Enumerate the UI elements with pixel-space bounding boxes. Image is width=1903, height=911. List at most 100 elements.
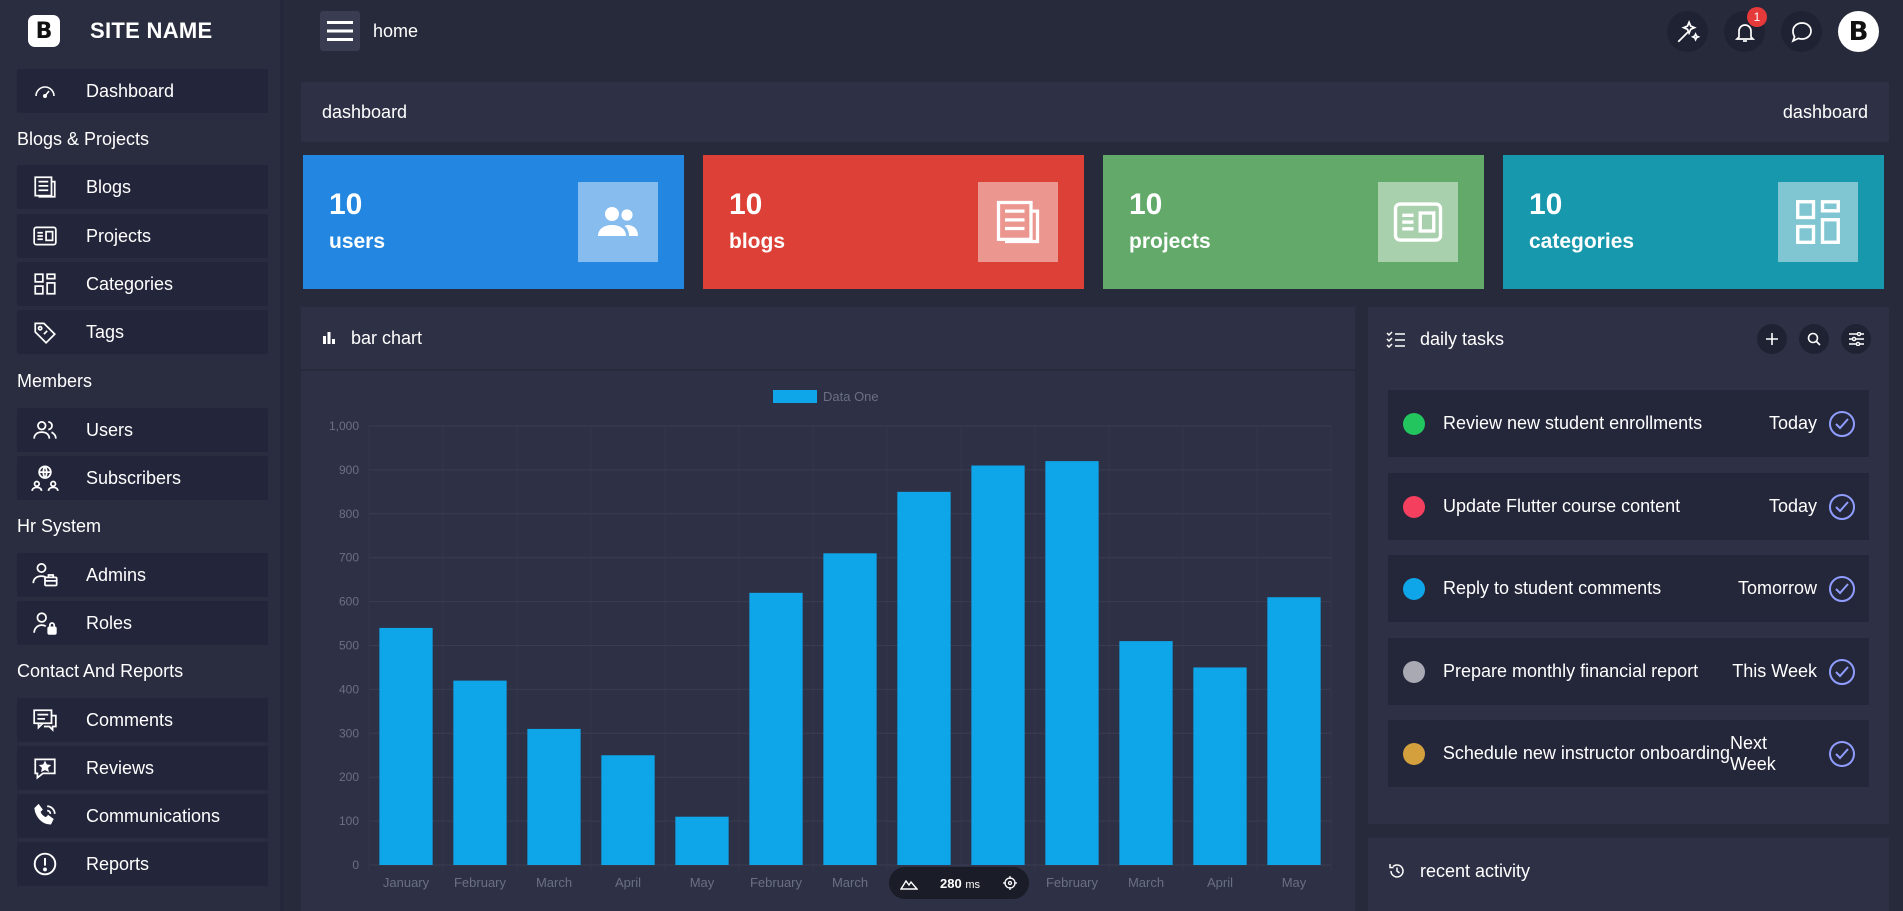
user-lock-icon: [31, 609, 59, 637]
filter-task-button[interactable]: [1841, 324, 1871, 354]
sidebar-item-roles[interactable]: Roles: [17, 601, 268, 645]
chart-bar: [971, 465, 1025, 865]
task-status-dot: [1403, 495, 1425, 518]
sidebar-item-reviews[interactable]: Reviews: [17, 746, 268, 790]
task-item[interactable]: Review new student enrollments Today: [1388, 390, 1869, 457]
sidebar-item-label: Tags: [86, 321, 125, 342]
stat-value: 10: [329, 188, 363, 221]
bar-chart-panel: bar chart 0 100 200 300 400 500 600 700 800 900 1,…: [301, 307, 1355, 911]
chart-bar: [675, 816, 729, 865]
mountain-icon: [900, 876, 918, 890]
sidebar-item-categories[interactable]: Categories: [17, 262, 268, 306]
panel-title: bar chart: [351, 327, 423, 348]
chart-bar: [1045, 461, 1099, 865]
page-title-bar: dashboard dashboard: [301, 82, 1889, 142]
task-text: Prepare monthly financial report: [1443, 661, 1699, 681]
history-icon: [1388, 862, 1406, 880]
stat-value: 10: [1129, 188, 1163, 221]
sidebar-item-users[interactable]: Users: [17, 408, 268, 452]
projects-icon: [1378, 182, 1458, 262]
task-text: Schedule new instructor onboarding: [1442, 743, 1731, 763]
sidebar-item-communications[interactable]: Communications: [17, 794, 268, 838]
sidebar: B SITE NAME Dashboard Blogs & Projects B…: [0, 0, 284, 911]
menu-toggle-button[interactable]: [320, 11, 360, 51]
stat-card-users[interactable]: 10 users: [303, 155, 684, 289]
check-circle-icon[interactable]: [1829, 740, 1855, 767]
stat-card-categories[interactable]: 10 categories: [1503, 155, 1884, 289]
y-tick-label: 500: [339, 639, 359, 653]
x-tick-label: January: [383, 875, 430, 890]
newspaper-icon: [31, 173, 59, 201]
panel-title: daily tasks: [1420, 328, 1505, 349]
breadcrumb-home[interactable]: home: [373, 20, 419, 41]
check-circle-icon[interactable]: [1829, 410, 1855, 437]
y-tick-label: 600: [339, 595, 359, 609]
search-task-button[interactable]: [1799, 324, 1829, 354]
sidebar-item-label: Communications: [86, 805, 221, 826]
performance-widget[interactable]: 280 ms: [889, 867, 1029, 899]
top-bar: home 1 B: [300, 0, 1903, 62]
sidebar-item-reports[interactable]: Reports: [17, 842, 268, 886]
search-icon: [1807, 332, 1821, 346]
sidebar-item-label: Reports: [86, 853, 150, 874]
x-tick-label: February: [750, 875, 803, 890]
task-item[interactable]: Update Flutter course content Today: [1388, 473, 1869, 540]
notification-badge: 1: [1747, 7, 1767, 27]
panel-header: bar chart: [301, 307, 1355, 371]
notifications-button[interactable]: 1: [1724, 7, 1767, 52]
stat-card-blogs[interactable]: 10 blogs: [703, 155, 1084, 289]
bar-chart: 0 100 200 300 400 500 600 700 800 900 1,000 January…: [329, 389, 1332, 890]
theme-button[interactable]: [1667, 11, 1708, 52]
perf-unit: ms: [965, 878, 980, 891]
sidebar-item-projects[interactable]: Projects: [17, 214, 268, 258]
sidebar-section-contact-reports: Contact And Reports: [17, 661, 184, 681]
chat-bubble-icon: [1790, 20, 1814, 44]
task-item[interactable]: Prepare monthly financial report This We…: [1388, 638, 1869, 705]
users-icon: [578, 182, 658, 262]
page-title: dashboard: [322, 101, 408, 122]
sidebar-item-label: Users: [86, 419, 134, 440]
sidebar-section-members: Members: [17, 371, 93, 391]
task-item[interactable]: Reply to student comments Tomorrow: [1388, 555, 1869, 622]
check-circle-icon[interactable]: [1829, 658, 1855, 685]
chart-bar: [1193, 667, 1247, 865]
brand[interactable]: B SITE NAME: [0, 0, 280, 62]
check-circle-icon[interactable]: [1829, 575, 1855, 602]
sidebar-item-tags[interactable]: Tags: [17, 310, 268, 354]
sidebar-item-dashboard[interactable]: Dashboard: [17, 69, 268, 113]
chart-bar: [453, 680, 507, 865]
check-circle-icon[interactable]: [1829, 493, 1855, 520]
messages-button[interactable]: [1781, 11, 1822, 52]
x-tick-label: February: [454, 875, 507, 890]
task-due: Today: [1768, 413, 1817, 433]
sidebar-item-label: Subscribers: [86, 467, 182, 488]
categories-icon: [1778, 182, 1858, 262]
sidebar-item-subscribers[interactable]: Subscribers: [17, 456, 268, 500]
alert-circle-icon: [31, 850, 59, 878]
review-star-icon: [31, 754, 59, 782]
sidebar-item-comments[interactable]: Comments: [17, 698, 268, 742]
sidebar-section-hr-system: Hr System: [17, 516, 102, 536]
newspaper-icon: [978, 182, 1058, 262]
sidebar-item-blogs[interactable]: Blogs: [17, 165, 268, 209]
chart-bar: [1119, 641, 1173, 865]
x-tick-label: May: [690, 875, 715, 890]
add-task-button[interactable]: [1757, 324, 1787, 354]
user-avatar[interactable]: B: [1838, 11, 1879, 52]
task-status-dot: [1403, 577, 1425, 600]
projects-icon: [31, 222, 59, 250]
task-text: Review new student enrollments: [1443, 413, 1703, 433]
y-tick-label: 800: [339, 507, 359, 521]
task-item[interactable]: Schedule new instructor onboarding Next …: [1388, 720, 1869, 787]
breadcrumb-current[interactable]: dashboard: [1782, 101, 1868, 122]
stat-label: projects: [1129, 230, 1211, 253]
stat-label: blogs: [729, 230, 785, 253]
sidebar-section-blogs-projects: Blogs & Projects: [17, 129, 150, 149]
task-due: Today: [1768, 496, 1817, 516]
sidebar-item-admins[interactable]: Admins: [17, 553, 268, 597]
sidebar-item-label: Reviews: [86, 757, 155, 778]
x-tick-label: February: [1046, 875, 1099, 890]
stat-card-projects[interactable]: 10 projects: [1103, 155, 1484, 289]
y-tick-label: 300: [339, 726, 359, 740]
y-tick-label: 900: [339, 463, 359, 477]
